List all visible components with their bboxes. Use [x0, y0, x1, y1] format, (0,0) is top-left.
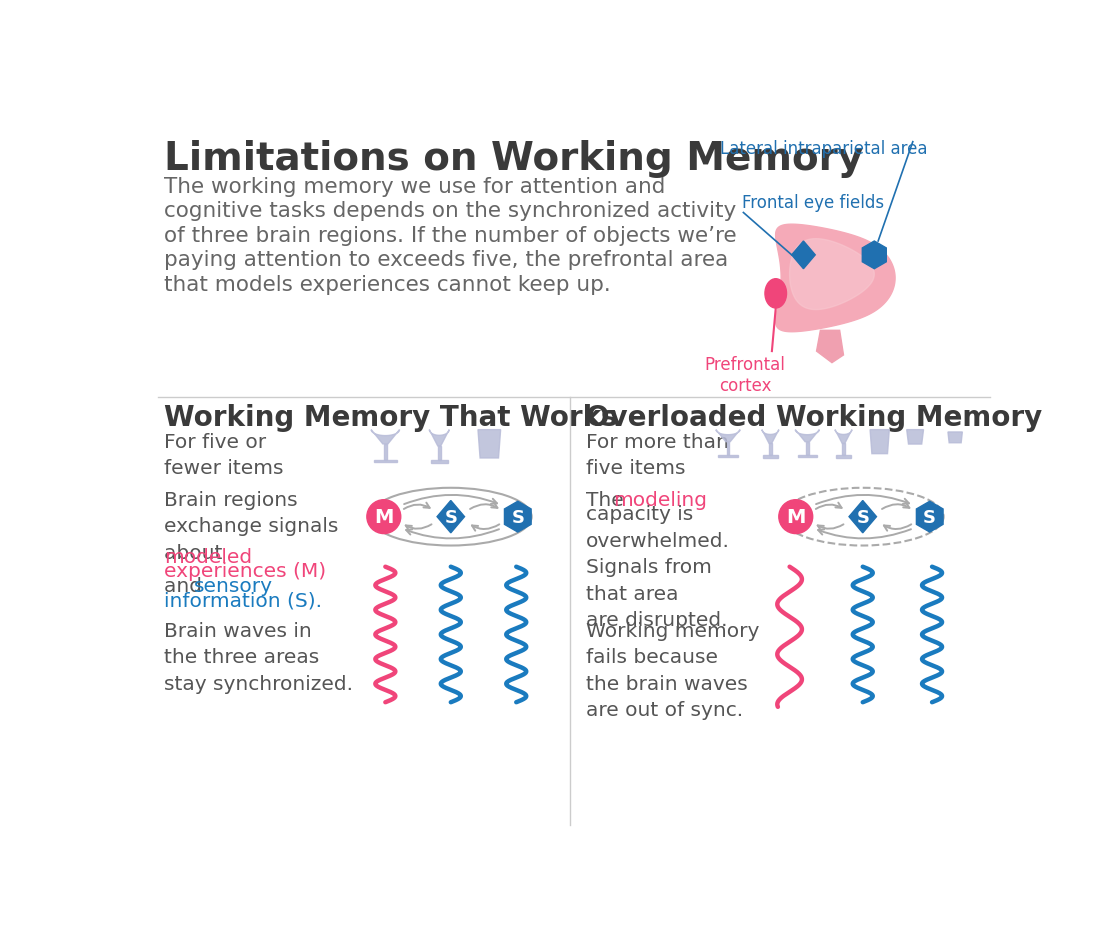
Polygon shape [437, 501, 465, 533]
Text: sensory: sensory [194, 577, 272, 596]
Polygon shape [763, 456, 777, 459]
Text: Overloaded Working Memory: Overloaded Working Memory [586, 404, 1042, 432]
Polygon shape [842, 444, 844, 456]
Text: The working memory we use for attention and: The working memory we use for attention … [165, 177, 665, 196]
Text: S: S [923, 508, 936, 526]
Text: M: M [374, 508, 393, 527]
Text: and: and [165, 577, 208, 596]
Polygon shape [776, 225, 895, 332]
Text: Lateral intraparietal area: Lateral intraparietal area [720, 141, 927, 159]
Polygon shape [870, 430, 889, 454]
Text: S: S [445, 508, 457, 526]
Polygon shape [371, 430, 400, 445]
Text: cognitive tasks depends on the synchronized activity: cognitive tasks depends on the synchroni… [165, 201, 737, 221]
Text: capacity is
overwhelmed.
Signals from
that area
are disrupted.: capacity is overwhelmed. Signals from th… [586, 505, 729, 630]
Polygon shape [429, 430, 449, 447]
Text: Limitations on Working Memory: Limitations on Working Memory [165, 141, 864, 178]
Polygon shape [438, 447, 440, 461]
Polygon shape [907, 430, 924, 445]
Text: Prefrontal
cortex: Prefrontal cortex [704, 356, 785, 395]
Circle shape [778, 500, 813, 534]
Polygon shape [948, 432, 962, 444]
Polygon shape [478, 430, 501, 459]
Polygon shape [769, 444, 772, 456]
Polygon shape [795, 430, 820, 443]
Polygon shape [816, 331, 843, 363]
Text: paying attention to exceeds five, the prefrontal area: paying attention to exceeds five, the pr… [165, 250, 729, 270]
Text: S: S [512, 508, 524, 526]
Polygon shape [916, 501, 943, 532]
Polygon shape [762, 430, 778, 444]
Text: For more than
five items: For more than five items [586, 432, 728, 478]
Polygon shape [792, 242, 815, 269]
Polygon shape [849, 501, 877, 533]
Text: modeling: modeling [614, 490, 707, 509]
Text: Frontal eye fields: Frontal eye fields [741, 194, 884, 211]
Polygon shape [384, 445, 386, 460]
Text: Working memory
fails because
the brain waves
are out of sync.: Working memory fails because the brain w… [586, 621, 759, 719]
Text: Working Memory That Works: Working Memory That Works [165, 404, 618, 432]
Polygon shape [718, 455, 738, 458]
Text: The: The [586, 490, 629, 509]
Polygon shape [504, 501, 531, 532]
Polygon shape [727, 443, 729, 455]
Text: For five or
fewer items: For five or fewer items [165, 432, 283, 478]
Polygon shape [790, 240, 875, 311]
Text: experiences (M): experiences (M) [165, 562, 327, 581]
Polygon shape [431, 461, 448, 464]
Ellipse shape [765, 279, 786, 309]
Polygon shape [837, 456, 851, 459]
Polygon shape [806, 443, 809, 455]
Polygon shape [836, 430, 852, 444]
Polygon shape [862, 242, 886, 269]
Polygon shape [716, 430, 740, 443]
Circle shape [367, 500, 401, 534]
Text: information (S).: information (S). [165, 591, 323, 610]
Text: Brain waves in
the three areas
stay synchronized.: Brain waves in the three areas stay sync… [165, 621, 354, 693]
Text: S: S [857, 508, 869, 526]
Text: modeled: modeled [165, 548, 252, 566]
Polygon shape [797, 455, 816, 458]
Text: of three brain regions. If the number of objects we’re: of three brain regions. If the number of… [165, 226, 737, 245]
Text: Brain regions
exchange signals
about: Brain regions exchange signals about [165, 490, 338, 562]
Polygon shape [374, 460, 396, 463]
Text: M: M [786, 508, 805, 527]
Text: that models experiences cannot keep up.: that models experiences cannot keep up. [165, 275, 612, 295]
